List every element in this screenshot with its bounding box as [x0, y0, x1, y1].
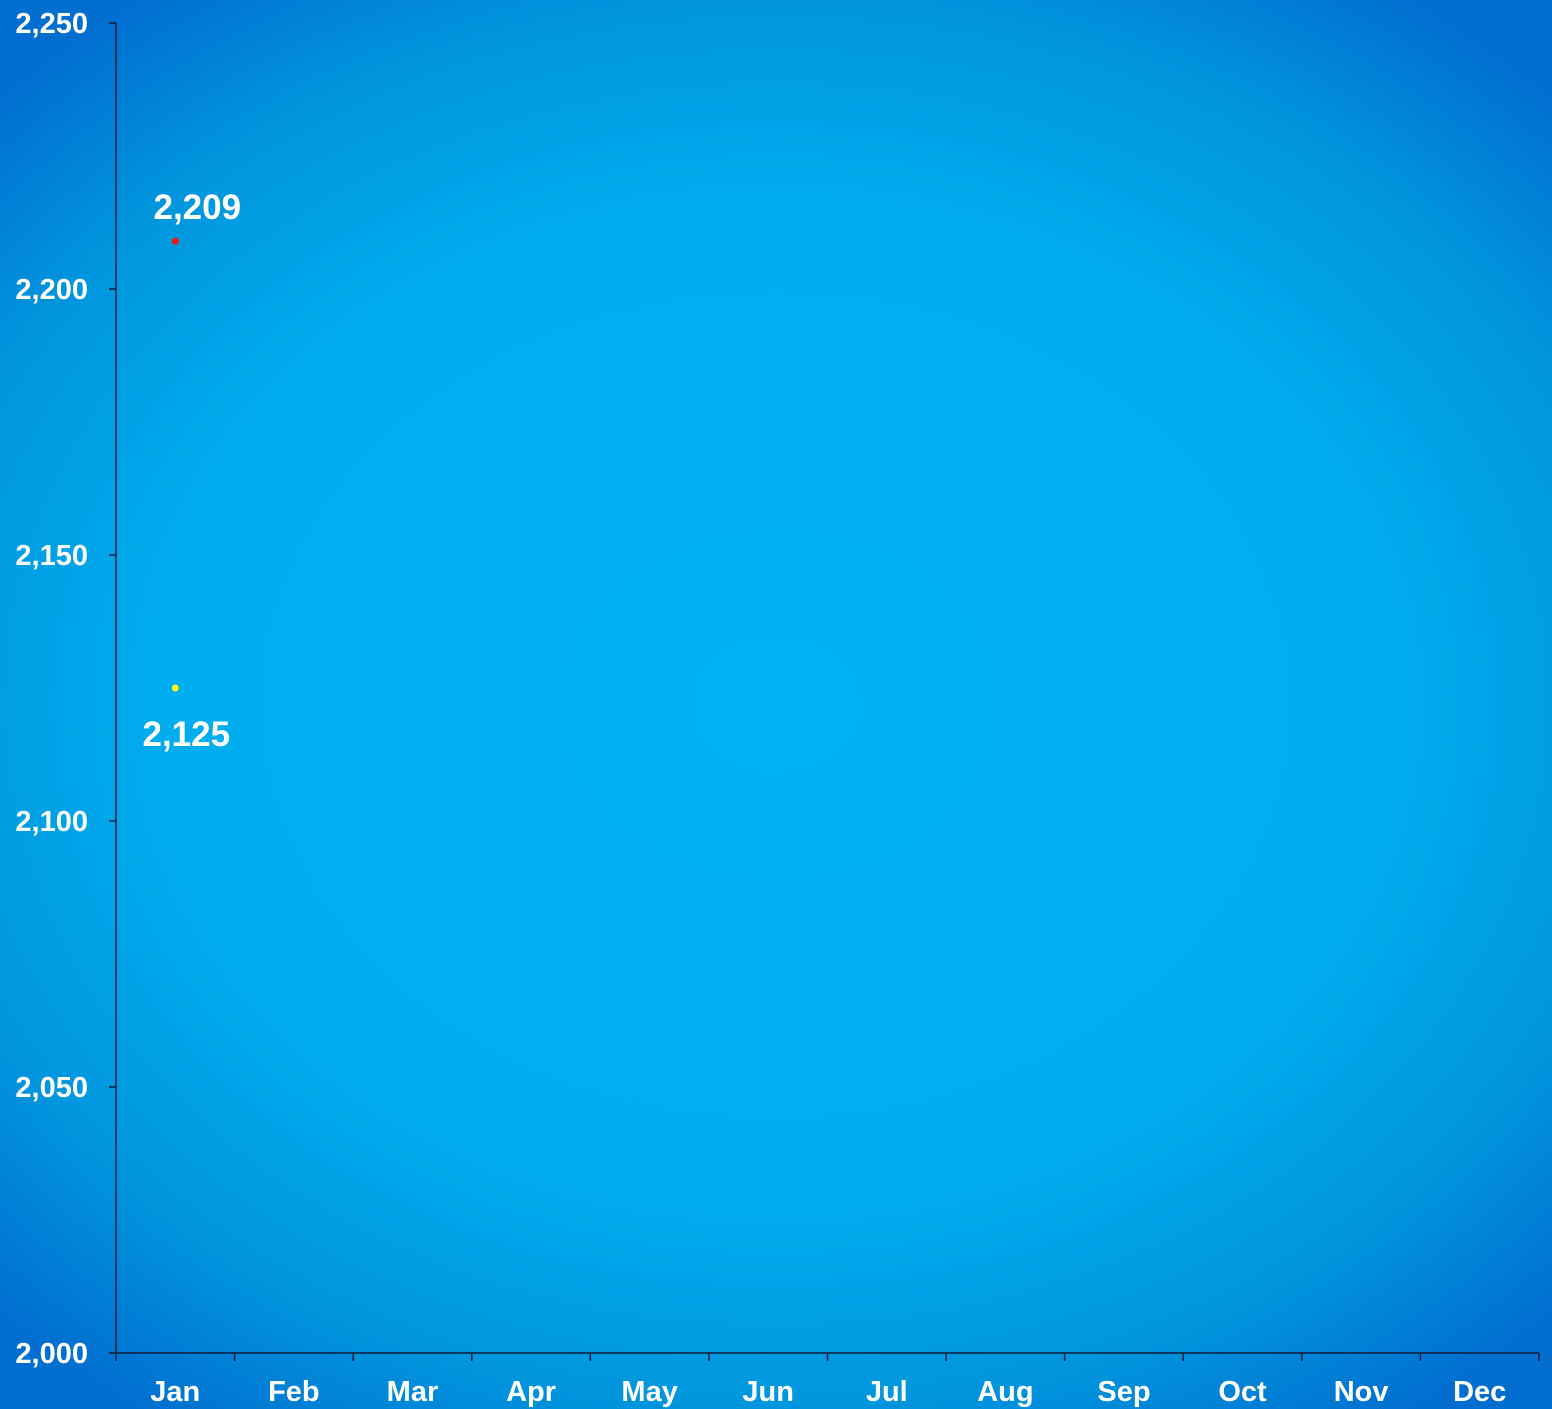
x-tick-label: Aug [977, 1376, 1033, 1408]
data-point [171, 237, 179, 245]
data-points: 2,209 2,125 [142, 188, 241, 754]
x-tick-label: Apr [506, 1376, 556, 1408]
x-tick-label: Mar [387, 1376, 439, 1408]
x-tick-label: Oct [1218, 1376, 1267, 1408]
x-tick-label: Dec [1453, 1376, 1506, 1408]
x-tick-label: Sep [1097, 1376, 1150, 1408]
y-tick-label: 2,250 [15, 8, 88, 40]
x-tick-label: Feb [268, 1376, 320, 1408]
x-tick-label: Jun [742, 1376, 794, 1408]
x-tick-label: Jul [866, 1376, 908, 1408]
y-tick-label: 2,150 [15, 540, 88, 572]
x-tick-label: May [621, 1376, 677, 1408]
data-label: 2,209 [153, 188, 241, 227]
y-tick-label: 2,050 [15, 1072, 88, 1104]
y-tick-label: 2,100 [15, 806, 88, 838]
y-tick-label: 2,200 [15, 274, 88, 306]
data-label: 2,125 [142, 715, 230, 754]
axes [115, 23, 1539, 1354]
x-axis-ticks: Jan Feb Mar Apr May Jun Jul Aug Sep Oct Nov Dec [115, 1353, 1540, 1408]
data-point [171, 684, 179, 692]
y-tick-label: 2,000 [15, 1338, 88, 1370]
x-tick-label: Nov [1334, 1376, 1389, 1408]
x-tick-label: Jan [150, 1376, 200, 1408]
y-axis-ticks: 2,000 2,050 2,100 2,150 2,200 2,250 [15, 8, 116, 1370]
